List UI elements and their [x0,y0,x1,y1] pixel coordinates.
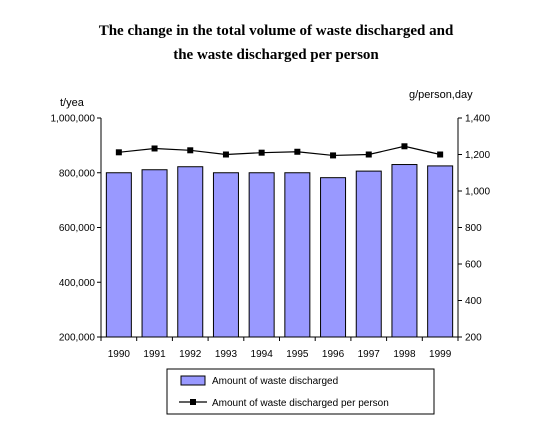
left-tick-label: 600,000 [59,223,96,234]
bar [391,164,418,338]
title-line: the waste discharged per person [173,47,379,63]
right-tick-label: 800 [465,223,482,234]
line-marker [437,151,444,158]
bar [355,170,382,338]
x-tick-label: 1994 [251,349,274,360]
line-marker [258,149,265,156]
left-tick-label: 800,000 [59,168,96,179]
left-tick-label: 1,000,000 [51,114,96,125]
right-tick-label: 400 [465,296,482,307]
line-series [115,143,444,159]
legend-bar-swatch [180,375,206,386]
bar [212,172,239,338]
x-tick-label: 1990 [108,349,131,360]
chart-title: The change in the total volume of waste … [99,23,454,63]
x-tick-label: 1992 [179,349,202,360]
bar [248,172,275,338]
axes: 200,000 400,000 600,000 800,000 1,000,000 200… [51,114,491,361]
series-line [118,145,441,157]
bar [177,166,204,338]
line-marker [151,145,158,152]
x-tick-label: 1995 [286,349,309,360]
bar [320,177,347,338]
x-tick-label: 1999 [429,349,452,360]
left-tick-label: 200,000 [59,333,96,344]
line-marker [187,147,194,154]
line-marker [222,151,229,158]
x-tick-label: 1998 [393,349,416,360]
legend: Amount of waste discharged Amount of wast… [166,368,435,415]
right-tick-label: 1,400 [465,114,490,125]
legend-bar-label: Amount of waste discharged [212,376,338,387]
legend-line-marker [190,399,196,405]
bar [427,165,454,338]
left-axis-unit: t/yea [60,97,85,109]
legend-box [166,368,435,415]
right-tick-label: 600 [465,260,482,271]
x-tick-label: 1993 [215,349,238,360]
right-tick-label: 200 [465,333,482,344]
line-marker [115,149,122,156]
line-marker [365,151,372,158]
title-line: The change in the total volume of waste … [99,23,454,39]
left-tick-label: 400,000 [59,278,96,289]
bar [141,169,168,338]
right-tick-label: 1,000 [465,187,490,198]
legend-line-label: Amount of waste discharged per person [212,398,389,409]
x-tick-label: 1991 [143,349,166,360]
line-marker [294,148,301,155]
right-axis-unit: g/person,day [409,89,473,101]
line-marker [330,152,337,159]
x-tick-label: 1997 [358,349,381,360]
bar [105,172,132,338]
bar [284,172,311,338]
line-marker [401,143,408,150]
x-tick-label: 1996 [322,349,345,360]
bar-series [105,164,454,338]
right-tick-label: 1,200 [465,150,490,161]
